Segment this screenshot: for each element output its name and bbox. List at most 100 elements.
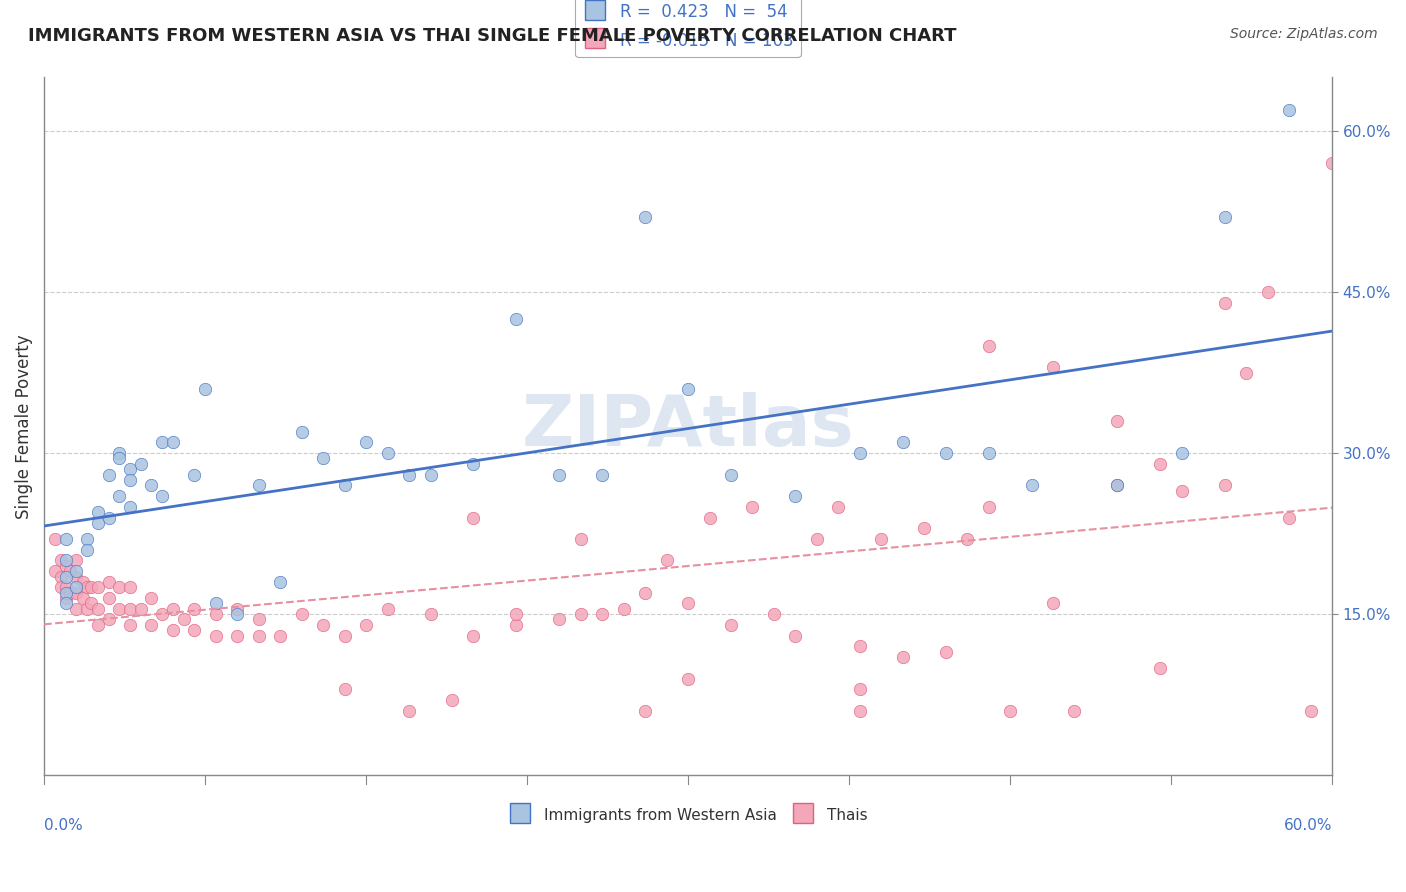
Point [1213, 296, 1236, 310]
Point [51, 569, 73, 583]
Point [55, 591, 77, 605]
Point [87, 516, 110, 530]
Point [141, 618, 163, 632]
Point [141, 591, 163, 605]
Point [55, 558, 77, 573]
Point [440, 693, 463, 707]
Point [247, 612, 270, 626]
Point [226, 607, 249, 621]
Point [655, 553, 678, 567]
Point [333, 682, 356, 697]
Point [1171, 446, 1194, 460]
Point [720, 467, 742, 482]
Point [1299, 704, 1322, 718]
Text: IMMIGRANTS FROM WESTERN ASIA VS THAI SINGLE FEMALE POVERTY CORRELATION CHART: IMMIGRANTS FROM WESTERN ASIA VS THAI SIN… [28, 27, 956, 45]
Point [76, 532, 98, 546]
Point [463, 510, 485, 524]
Point [118, 580, 141, 594]
Point [87, 580, 110, 594]
Point [205, 596, 228, 610]
Point [569, 532, 592, 546]
Point [720, 618, 742, 632]
Point [398, 704, 420, 718]
Point [1042, 596, 1064, 610]
Point [55, 580, 77, 594]
Point [97, 510, 120, 524]
Point [118, 500, 141, 514]
Point [1234, 366, 1257, 380]
Text: Source: ZipAtlas.com: Source: ZipAtlas.com [1230, 27, 1378, 41]
Point [150, 607, 173, 621]
Point [129, 457, 152, 471]
Point [1063, 704, 1085, 718]
Point [548, 612, 571, 626]
Point [998, 704, 1021, 718]
Point [1107, 478, 1129, 492]
Point [977, 339, 1000, 353]
Point [827, 500, 849, 514]
Point [76, 580, 98, 594]
Point [849, 446, 872, 460]
Point [108, 601, 131, 615]
Point [150, 435, 173, 450]
Point [785, 489, 807, 503]
Point [118, 618, 141, 632]
Point [849, 682, 872, 697]
Point [1278, 510, 1301, 524]
Point [55, 596, 77, 610]
Point [676, 382, 699, 396]
Point [183, 601, 205, 615]
Y-axis label: Single Female Poverty: Single Female Poverty [15, 334, 32, 518]
Point [1320, 156, 1343, 170]
Point [87, 505, 110, 519]
Point [291, 425, 314, 439]
Point [591, 467, 613, 482]
Point [205, 607, 228, 621]
Point [569, 607, 592, 621]
Point [80, 596, 103, 610]
Point [44, 532, 66, 546]
Point [1213, 210, 1236, 224]
Point [72, 574, 94, 589]
Point [173, 612, 195, 626]
Point [1171, 483, 1194, 498]
Point [141, 478, 163, 492]
Point [935, 645, 957, 659]
Point [398, 467, 420, 482]
Point [849, 640, 872, 654]
Point [377, 601, 399, 615]
Point [65, 580, 87, 594]
Point [849, 704, 872, 718]
Point [1257, 285, 1279, 299]
Point [150, 489, 173, 503]
Point [634, 210, 657, 224]
Point [72, 591, 94, 605]
Point [463, 457, 485, 471]
Point [1107, 414, 1129, 428]
Point [741, 500, 763, 514]
Point [226, 601, 249, 615]
Point [505, 312, 527, 326]
Point [634, 704, 657, 718]
Point [891, 650, 914, 665]
Point [548, 467, 571, 482]
Point [269, 574, 291, 589]
Point [333, 629, 356, 643]
Point [377, 446, 399, 460]
Point [51, 580, 73, 594]
Point [247, 478, 270, 492]
Point [118, 601, 141, 615]
Point [891, 435, 914, 450]
Point [87, 618, 110, 632]
Point [183, 624, 205, 638]
Point [312, 451, 335, 466]
Point [55, 532, 77, 546]
Point [162, 601, 184, 615]
Point [65, 564, 87, 578]
Point [269, 629, 291, 643]
Point [785, 629, 807, 643]
Point [65, 601, 87, 615]
Point [194, 382, 217, 396]
Point [51, 553, 73, 567]
Point [912, 521, 935, 535]
